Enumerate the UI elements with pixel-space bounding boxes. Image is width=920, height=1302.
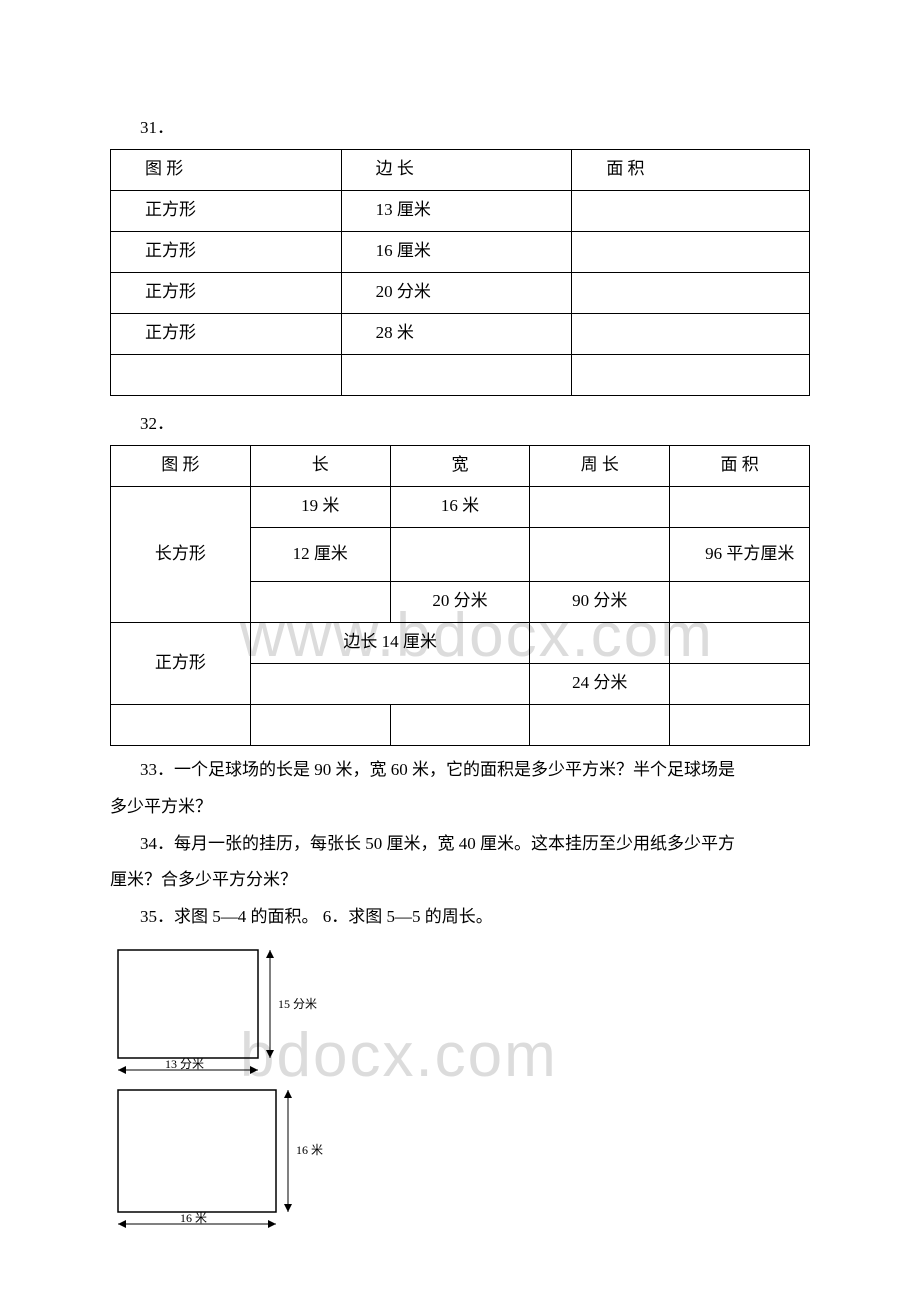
- cell: [670, 663, 810, 704]
- q31-label: 31．: [110, 114, 810, 143]
- table-row: 长方形 19 米 16 米: [111, 486, 810, 527]
- table-row: 图 形 长 宽 周 长 面 积: [111, 445, 810, 486]
- cell: [530, 486, 670, 527]
- table-row: 正方形 边长 14 厘米: [111, 622, 810, 663]
- cell: 19 米: [250, 486, 390, 527]
- cell: [530, 622, 670, 663]
- cell: 正方形: [111, 190, 342, 231]
- cell: [572, 313, 810, 354]
- q32-h2: 宽: [390, 445, 530, 486]
- cell: 12 厘米: [250, 527, 390, 581]
- cell: [670, 581, 810, 622]
- table-row: 图 形 边 长 面 积: [111, 149, 810, 190]
- cell: 28 米: [341, 313, 572, 354]
- cell: [572, 354, 810, 395]
- cell: [572, 272, 810, 313]
- cell: [390, 527, 530, 581]
- fig54-w-label: 13 分米: [165, 1057, 204, 1071]
- table-row: 正方形 13 厘米: [111, 190, 810, 231]
- table-row: 正方形 28 米: [111, 313, 810, 354]
- cell: [250, 704, 390, 745]
- q32-table: 图 形 长 宽 周 长 面 积 长方形 19 米 16 米 12 厘米 96 平…: [110, 445, 810, 746]
- cell: 20 分米: [390, 581, 530, 622]
- q33-line2: 多少平方米？: [110, 793, 810, 822]
- cell: 13 厘米: [341, 190, 572, 231]
- cell: [670, 622, 810, 663]
- cell: [250, 581, 390, 622]
- q32-label: 32．: [110, 410, 810, 439]
- fig54-h-label: 15 分米: [278, 997, 317, 1011]
- table-row: 正方形 20 分米: [111, 272, 810, 313]
- sq-side: 边长 14 厘米: [250, 622, 530, 663]
- q31-h0: 图 形: [111, 149, 342, 190]
- q31-h2: 面 积: [572, 149, 810, 190]
- cell: 24 分米: [530, 663, 670, 704]
- figure-5-5: 16 米 16 米: [110, 1082, 335, 1237]
- cell: 正方形: [111, 313, 342, 354]
- cell: 90 分米: [530, 581, 670, 622]
- q33-line1: 33．一个足球场的长是 90 米，宽 60 米，它的面积是多少平方米？半个足球场…: [110, 756, 810, 785]
- cell: [670, 704, 810, 745]
- cell: 20 分米: [341, 272, 572, 313]
- q32-h1: 长: [250, 445, 390, 486]
- cell: 16 厘米: [341, 231, 572, 272]
- figure-5-4: 15 分米 13 分米: [110, 942, 325, 1082]
- cell: [572, 231, 810, 272]
- cell: [341, 354, 572, 395]
- q34-line1: 34．每月一张的挂历，每张长 50 厘米，宽 40 厘米。这本挂历至少用纸多少平…: [110, 830, 810, 859]
- cell: [111, 354, 342, 395]
- cell: [530, 704, 670, 745]
- cell: [111, 704, 251, 745]
- cell: [250, 663, 530, 704]
- q34-line2: 厘米？合多少平方分米？: [110, 866, 810, 895]
- cell: 96 平方厘米: [670, 527, 810, 581]
- q32-h0: 图 形: [111, 445, 251, 486]
- fig55-h-label: 16 米: [296, 1143, 323, 1157]
- cell: [670, 486, 810, 527]
- fig55-w-label: 16 米: [180, 1211, 207, 1225]
- cell: 正方形: [111, 272, 342, 313]
- q32-h3: 周 长: [530, 445, 670, 486]
- q35-text: 35．求图 5—4 的面积。 6．求图 5—5 的周长。: [110, 903, 810, 932]
- table-row: 正方形 16 厘米: [111, 231, 810, 272]
- cell: 16 米: [390, 486, 530, 527]
- table-row: [111, 354, 810, 395]
- q31-table: 图 形 边 长 面 积 正方形 13 厘米 正方形 16 厘米 正方形 20 分…: [110, 149, 810, 396]
- cell: [390, 704, 530, 745]
- rect-label: 长方形: [111, 486, 251, 622]
- cell: [530, 527, 670, 581]
- cell: [572, 190, 810, 231]
- table-row: [111, 704, 810, 745]
- cell: 正方形: [111, 231, 342, 272]
- q31-h1: 边 长: [341, 149, 572, 190]
- sq-label: 正方形: [111, 622, 251, 704]
- q32-h4: 面 积: [670, 445, 810, 486]
